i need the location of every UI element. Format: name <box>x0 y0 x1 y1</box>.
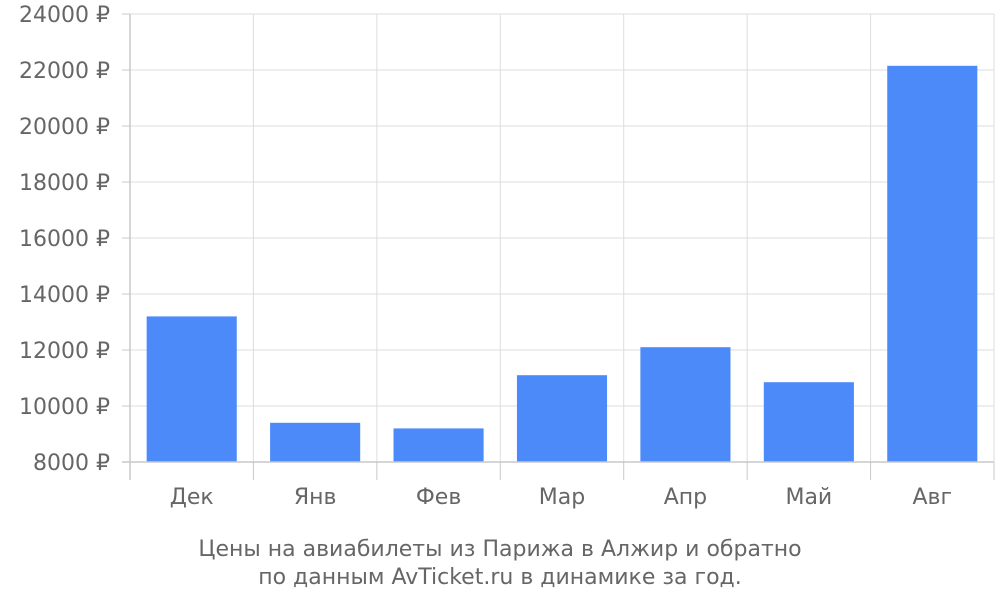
y-axis-tick-labels: 8000 ₽ 10000 ₽ 12000 ₽ 14000 ₽ 16000 ₽ 18000 … <box>19 3 110 476</box>
chart-caption-line-2: по данным AvTicket.ru в динамике за год. <box>258 565 742 590</box>
bar-Авг <box>887 65 978 463</box>
y-tick-label: 10000 ₽ <box>19 395 110 420</box>
x-tick-label: Янв <box>294 485 337 510</box>
bar-Апр <box>640 347 731 462</box>
y-tick-label: 24000 ₽ <box>19 3 110 28</box>
bar-Май <box>763 382 854 462</box>
bar-Янв <box>270 422 361 462</box>
bar-Мар <box>516 375 608 462</box>
x-axis-tick-labels: Дек Янв Фев Мар Апр Май Авг <box>170 485 952 510</box>
x-tick-label: Фев <box>416 485 461 510</box>
bar-Фев <box>393 428 484 462</box>
grid-lines <box>130 13 995 463</box>
x-tick-label: Мар <box>539 485 585 510</box>
x-tick-label: Апр <box>664 485 707 510</box>
x-tick-label: Дек <box>170 485 214 510</box>
y-tick-label: 12000 ₽ <box>19 339 110 364</box>
x-tick-label: Авг <box>912 485 952 510</box>
y-tick-label: 8000 ₽ <box>33 451 110 476</box>
axes <box>122 13 995 480</box>
y-tick-label: 16000 ₽ <box>19 227 110 252</box>
y-tick-label: 18000 ₽ <box>19 171 110 196</box>
bars <box>146 65 978 463</box>
bar-Дек <box>146 316 237 462</box>
y-tick-label: 22000 ₽ <box>19 59 110 84</box>
y-tick-label: 14000 ₽ <box>19 283 110 308</box>
chart-caption-line-1: Цены на авиабилеты из Парижа в Алжир и о… <box>198 537 801 562</box>
y-tick-label: 20000 ₽ <box>19 115 110 140</box>
x-tick-label: Май <box>785 485 832 510</box>
